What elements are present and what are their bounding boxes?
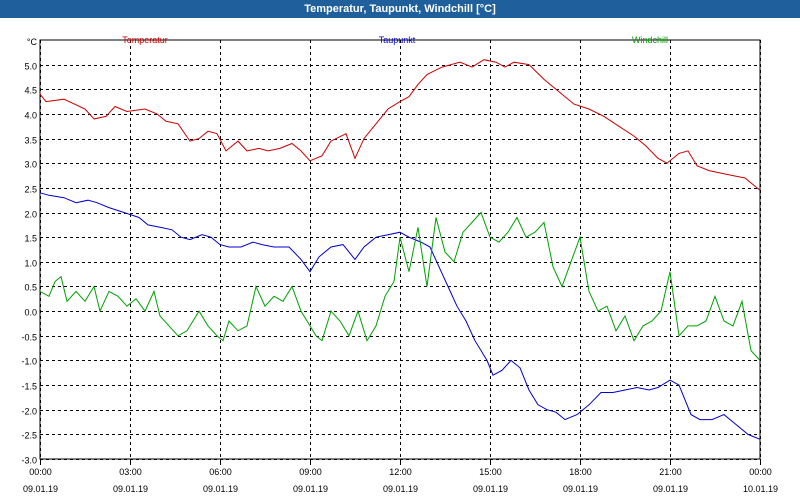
y-tick-label: -2.0 — [21, 407, 37, 417]
y-tick-label: 3.5 — [24, 136, 37, 146]
y-tick-label: -1.0 — [21, 357, 37, 367]
x-tick-date: 09.01.19 — [113, 484, 148, 494]
x-tick-date: 09.01.19 — [383, 484, 418, 494]
y-tick-label: -3.0 — [21, 456, 37, 466]
y-tick-label: 2.5 — [24, 185, 37, 195]
y-tick-label: -0.5 — [21, 333, 37, 343]
y-tick-label: -1.5 — [21, 382, 37, 392]
y-tick-label: 0.0 — [24, 308, 37, 318]
y-tick-label: 3.0 — [24, 160, 37, 170]
chart-area: -3.0 -2.5 -2.0 -1.5 -1.0 -0.5 0.0 0.5 1.0 1.5 2.0 2… — [21, 35, 778, 494]
y-tick-label: 4.5 — [24, 86, 37, 96]
x-tick-date: 09.01.19 — [23, 484, 58, 494]
x-tick-time: 18:00 — [569, 467, 592, 477]
x-tick-time: 00:00 — [29, 467, 52, 477]
x-tick-time: 21:00 — [659, 467, 682, 477]
series-line-windchill — [39, 211, 761, 361]
x-tick-time: 15:00 — [479, 467, 502, 477]
legend-windchill: Windchill — [632, 35, 668, 45]
x-tick-date: 09.01.19 — [563, 484, 598, 494]
y-tick-label: 1.5 — [24, 234, 37, 244]
series-lines — [39, 59, 761, 440]
legend: Temperatur Taupunkt Windchill — [122, 35, 668, 45]
y-tick-label: 0.5 — [24, 283, 37, 293]
grid — [39, 39, 761, 460]
y-axis-unit: °C — [27, 37, 38, 47]
x-tick-date: 09.01.19 — [293, 484, 328, 494]
x-tick-time: 12:00 — [389, 467, 412, 477]
y-tick-label: 1.0 — [24, 259, 37, 269]
x-tick-time: 06:00 — [209, 467, 232, 477]
y-tick-label: 2.0 — [24, 210, 37, 220]
x-axis: 00:00 09.01.19 03:00 09.01.19 06:00 09.01.19 0… — [23, 459, 778, 494]
x-tick-date: 09.01.19 — [473, 484, 508, 494]
y-axis: -3.0 -2.5 -2.0 -1.5 -1.0 -0.5 0.0 0.5 1.0 1.5 2.0 2… — [21, 37, 37, 466]
y-tick-label: 4.0 — [24, 111, 37, 121]
legend-taupunkt: Taupunkt — [379, 35, 416, 45]
chart-title: Temperatur, Taupunkt, Windchill [°C] — [0, 0, 800, 18]
x-tick-date: 09.01.19 — [653, 484, 688, 494]
legend-temperatur: Temperatur — [122, 35, 168, 45]
x-tick-date: 10.01.19 — [743, 484, 778, 494]
x-tick-time: 03:00 — [119, 467, 142, 477]
y-tick-label: -2.5 — [21, 431, 37, 441]
x-tick-time: 09:00 — [299, 467, 322, 477]
y-tick-label: 5.0 — [24, 62, 37, 72]
x-tick-time: 00:00 — [749, 467, 772, 477]
series-line-temperatur — [39, 59, 761, 191]
x-tick-date: 09.01.19 — [203, 484, 238, 494]
